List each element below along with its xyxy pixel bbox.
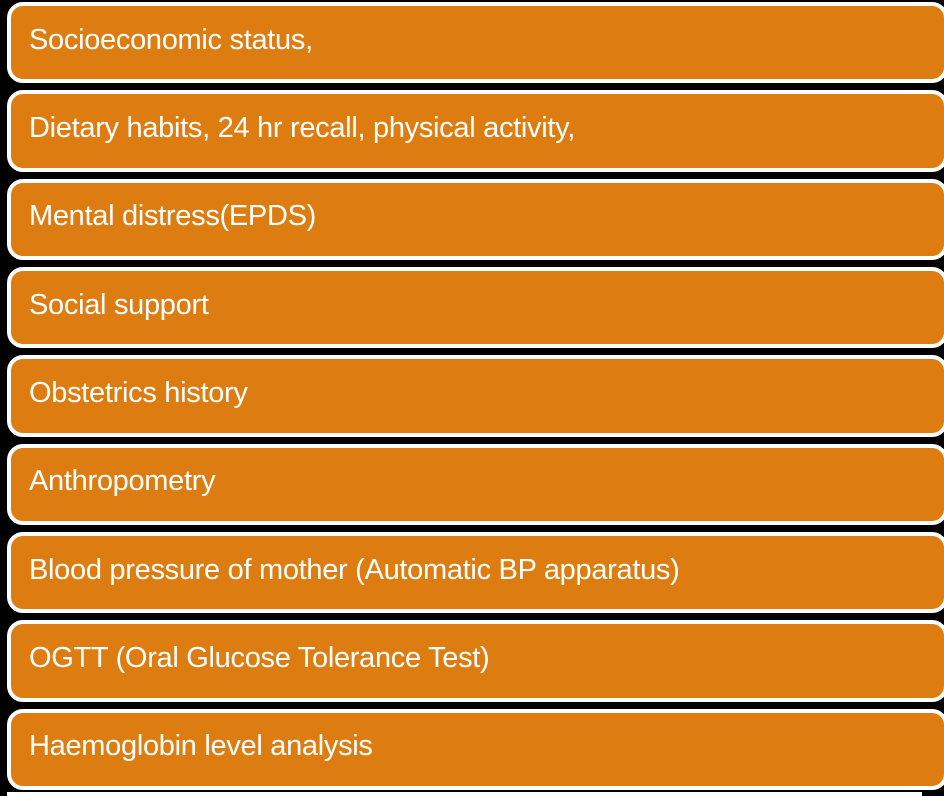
list-item-label: Obstetrics history (29, 377, 248, 410)
list-item-ogtt: OGTT (Oral Glucose Tolerance Test) (7, 620, 944, 702)
list-item-label: Socioeconomic status, (29, 23, 313, 56)
list-item-obstetrics-history: Obstetrics history (7, 355, 944, 437)
list-item-blood-pressure: Blood pressure of mother (Automatic BP a… (7, 531, 944, 614)
list-item-label: Anthropometry (29, 465, 216, 498)
list-item-label: Haemoglobin level analysis (29, 730, 373, 763)
list-item-label: Mental distress(EPDS) (29, 200, 316, 233)
list-item-mental-distress: Mental distress(EPDS) (7, 178, 944, 260)
list-item-label: Dietary habits, 24 hr recall, physical a… (29, 112, 575, 145)
bottom-edge-stroke (7, 792, 922, 796)
list-item-haemoglobin: Haemoglobin level analysis (7, 708, 944, 790)
list-item-label: Blood pressure of mother (Automatic BP a… (29, 553, 680, 586)
list-item-label: Social support (29, 288, 209, 321)
list-item-social-support: Social support (7, 266, 944, 349)
list-item-socioeconomic-status: Socioeconomic status, (7, 2, 944, 84)
list-item-dietary-habits: Dietary habits, 24 hr recall, physical a… (7, 90, 944, 172)
list-item-anthropometry: Anthropometry (7, 443, 944, 525)
list-item-label: OGTT (Oral Glucose Tolerance Test) (29, 642, 490, 675)
